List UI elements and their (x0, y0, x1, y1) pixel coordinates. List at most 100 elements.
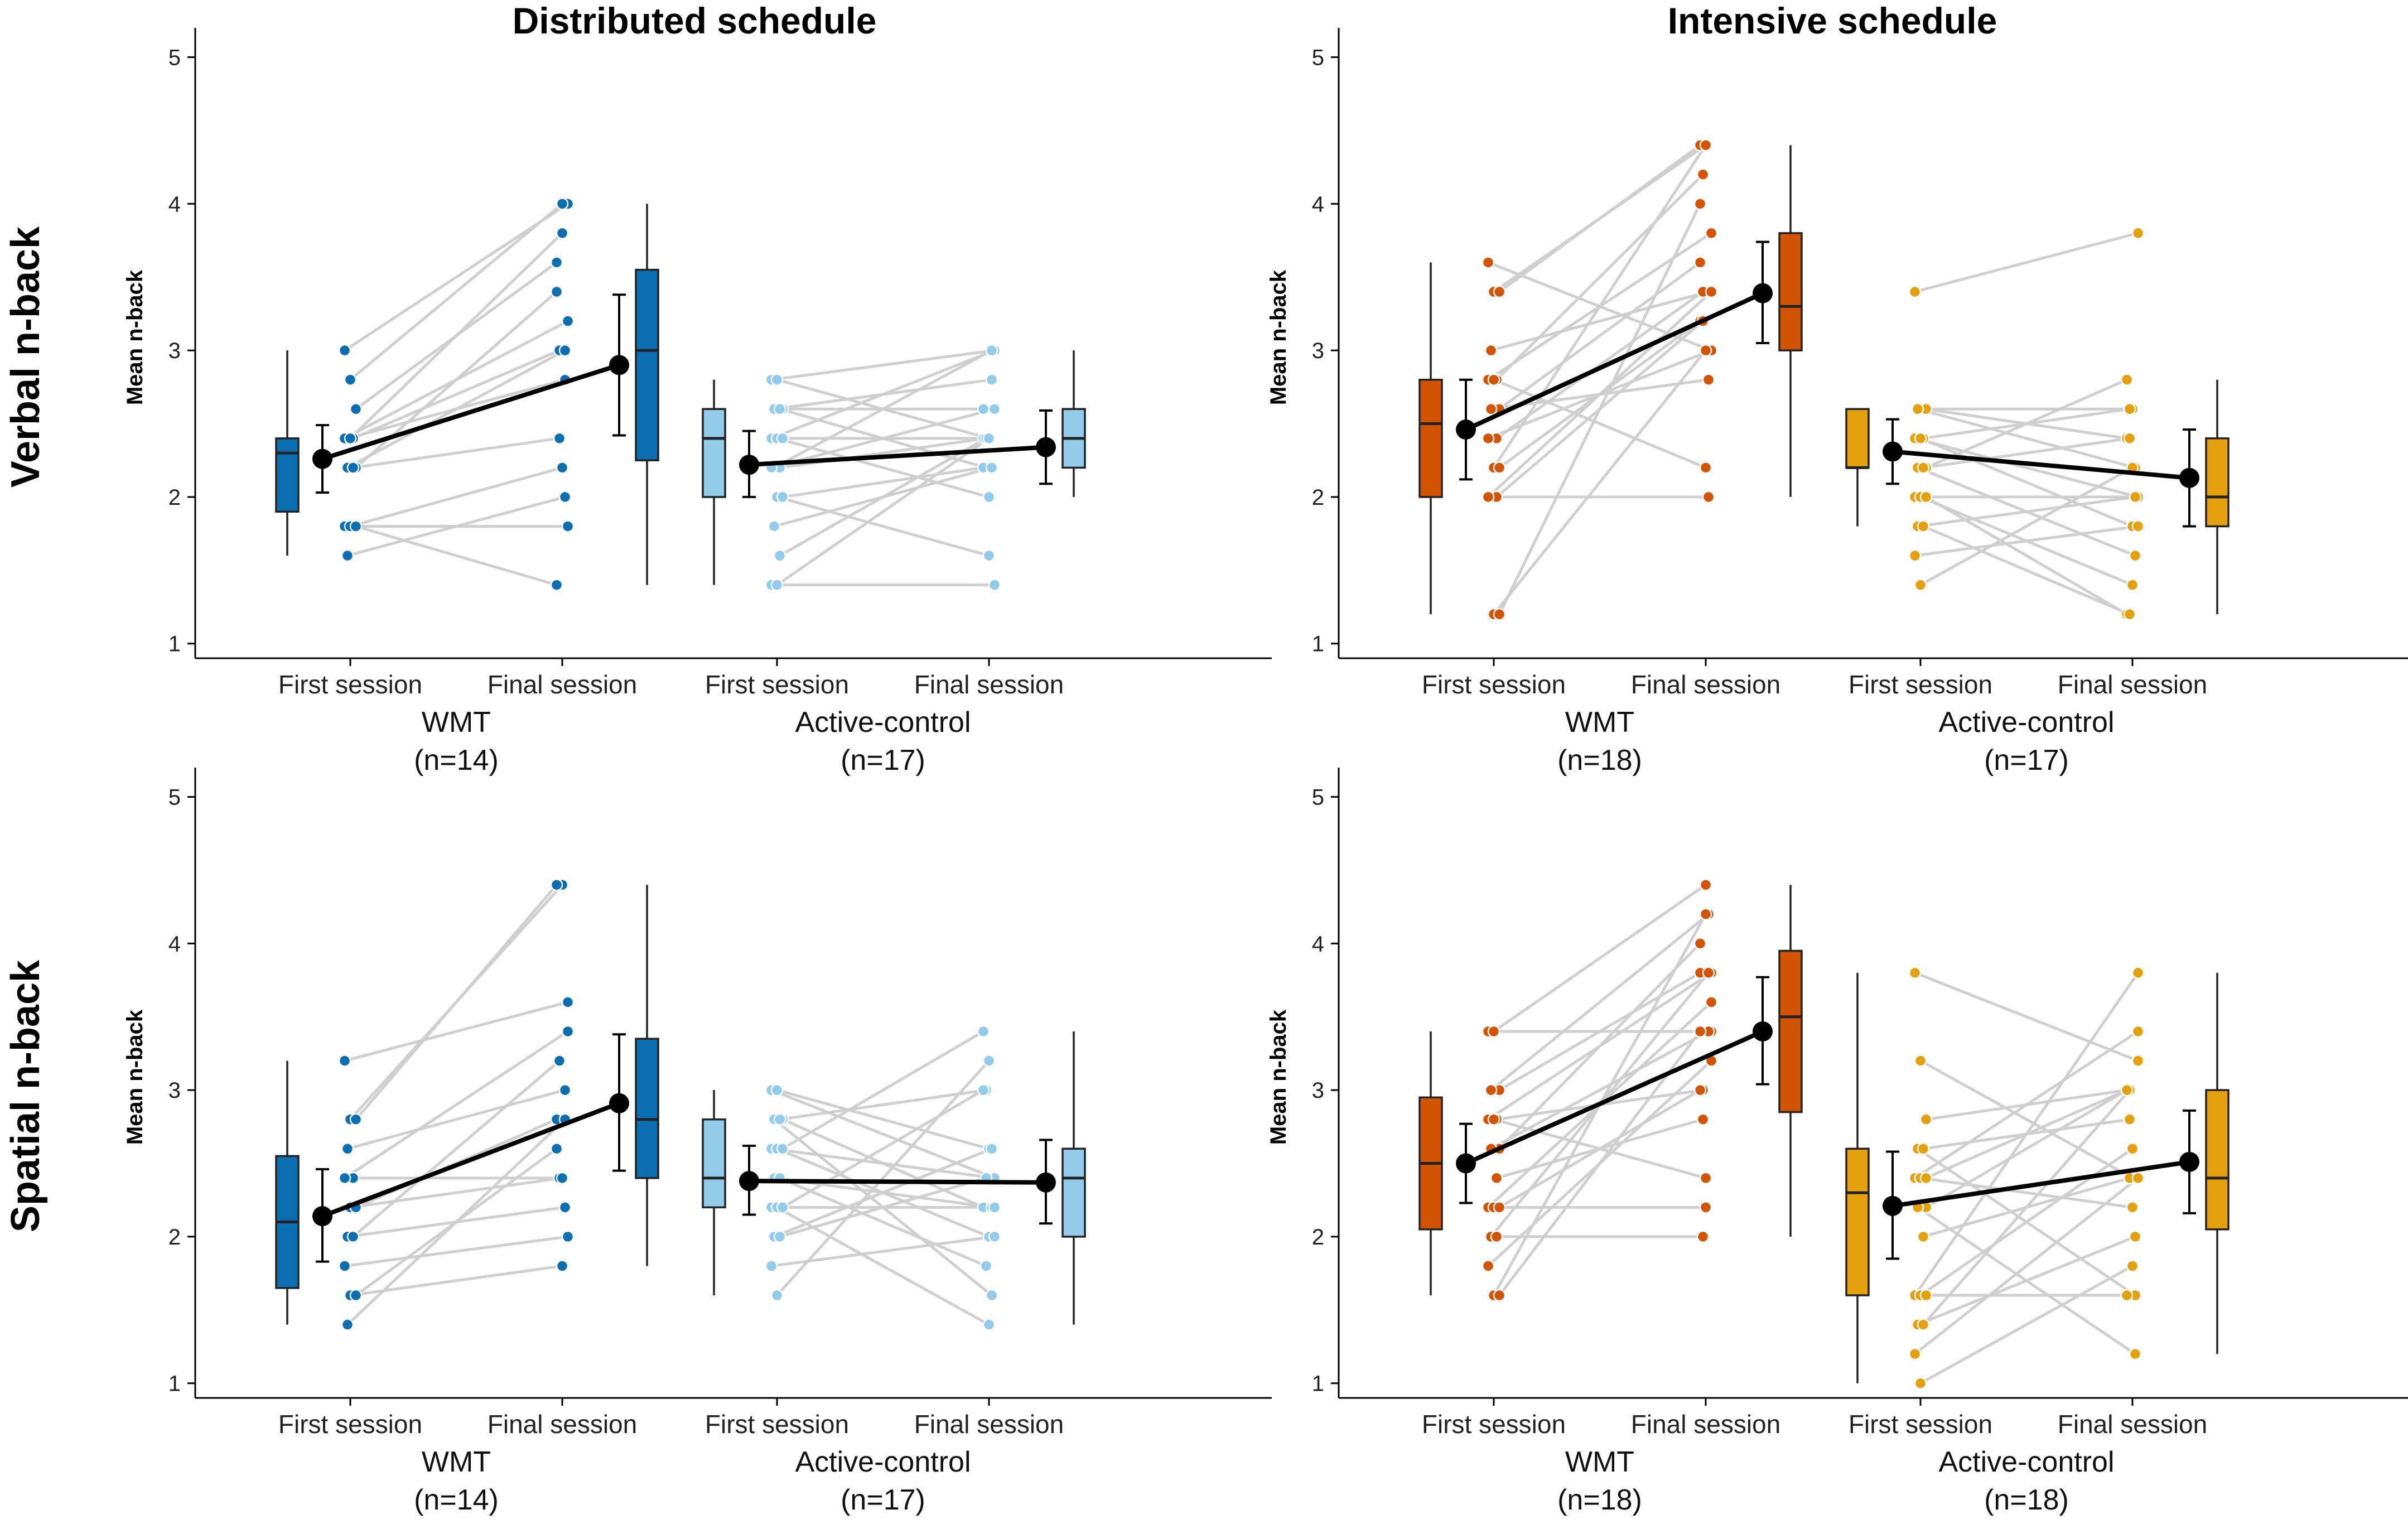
participant-line (1914, 232, 2139, 293)
data-point (1908, 1347, 1922, 1361)
data-point (2131, 520, 2145, 533)
data-point (776, 432, 789, 445)
data-point (550, 256, 563, 269)
participant-line (346, 349, 566, 469)
panel-spatial-distributed: Mean n-back First session Final session … (123, 768, 1272, 1516)
data-point (1914, 432, 1927, 445)
session-label-wmt-first: First session (278, 670, 422, 699)
participant-line (347, 1088, 566, 1150)
participant-line (1493, 884, 1707, 1033)
session-label-wmt-first: First session (1422, 670, 1566, 699)
participant-line (1919, 1147, 2134, 1297)
data-point (1705, 226, 1718, 240)
participant-line (773, 349, 993, 469)
group-label-wmt: WMT (422, 706, 491, 739)
participant-line (1914, 525, 2139, 557)
data-point (1908, 285, 1922, 298)
mean-connector (1465, 1029, 1764, 1166)
data-point (776, 490, 789, 504)
participant-line (1917, 407, 2136, 469)
group-label-control: Active-control (1939, 1446, 2115, 1478)
group-label-wmt: WMT (422, 1446, 491, 1478)
data-point (1699, 138, 1712, 152)
data-point (341, 1318, 354, 1331)
data-point (1919, 490, 1933, 504)
data-point (768, 520, 781, 533)
group-label-control: Active-control (1939, 706, 2115, 739)
data-point (550, 878, 563, 891)
participant-line (1925, 495, 2128, 616)
data-point (2129, 1347, 2142, 1361)
group-label-control: Active-control (795, 706, 971, 739)
participant-line (1919, 466, 2134, 586)
data-point (2120, 1289, 2134, 1302)
mean-connector (749, 1179, 1046, 1185)
participant-line (353, 437, 560, 469)
data-point (776, 1201, 789, 1214)
data-point (346, 461, 360, 474)
group-n-control: (n=17) (841, 1484, 925, 1516)
participant-line (781, 1088, 985, 1209)
data-point (1696, 1230, 1710, 1243)
data-point (1917, 520, 1930, 533)
data-point (561, 315, 575, 327)
box (1845, 408, 1870, 469)
participant-line (781, 1030, 985, 1150)
column-title-intensive: Intensive schedule (1668, 0, 1997, 41)
y-tick-label: 2 (1312, 485, 1324, 510)
data-point (1914, 1054, 1927, 1067)
data-point (1487, 373, 1500, 386)
data-point (765, 1260, 778, 1272)
data-point (1693, 1083, 1707, 1097)
data-point (2120, 1083, 2134, 1097)
data-point (338, 344, 351, 357)
session-label-control-first: First session (1849, 670, 1992, 699)
data-point (2129, 490, 2142, 504)
participant-line (771, 349, 995, 440)
group-n-wmt: (n=18) (1557, 1484, 1642, 1516)
mean-point (312, 448, 332, 469)
data-point (1917, 1318, 1930, 1331)
box (2205, 1089, 2230, 1231)
data-point (770, 1289, 784, 1302)
session-label-wmt-first: First session (278, 1410, 422, 1439)
participant-line (1487, 291, 1712, 498)
participant-line (352, 1059, 561, 1238)
data-point (344, 373, 357, 386)
data-point (2126, 578, 2139, 591)
mean-point (1883, 441, 1903, 462)
participant-line (1493, 378, 1706, 469)
data-point (349, 1289, 363, 1302)
data-point (1914, 578, 1927, 591)
participant-line (1917, 1235, 2136, 1326)
participant-line (1925, 378, 2128, 469)
data-point (550, 1142, 563, 1155)
participant-line (779, 1088, 987, 1121)
participant-line (771, 407, 995, 469)
participant-line (344, 1001, 568, 1062)
data-point (985, 344, 998, 357)
data-point (1702, 373, 1715, 386)
data-point (773, 549, 786, 562)
participant-line (1919, 1265, 2134, 1385)
data-point (1699, 461, 1712, 474)
data-point (1917, 461, 1930, 474)
data-point (1705, 996, 1718, 1009)
data-point (2126, 1201, 2139, 1214)
data-point (341, 1142, 354, 1155)
data-point (1693, 197, 1707, 210)
session-label-control-final: Final session (2058, 670, 2207, 699)
mean-connector (1465, 291, 1764, 432)
data-point (561, 1230, 575, 1243)
data-point (1699, 344, 1712, 357)
participant-line (346, 1118, 566, 1326)
data-point (1705, 285, 1718, 298)
y-tick-label: 1 (1312, 632, 1324, 657)
data-point (338, 1054, 351, 1067)
mean-point (1883, 1195, 1903, 1216)
session-label-control-final: Final session (2058, 1410, 2207, 1439)
session-label-wmt-final: Final session (1631, 670, 1780, 699)
data-point (558, 490, 572, 504)
data-point (2126, 1260, 2139, 1272)
